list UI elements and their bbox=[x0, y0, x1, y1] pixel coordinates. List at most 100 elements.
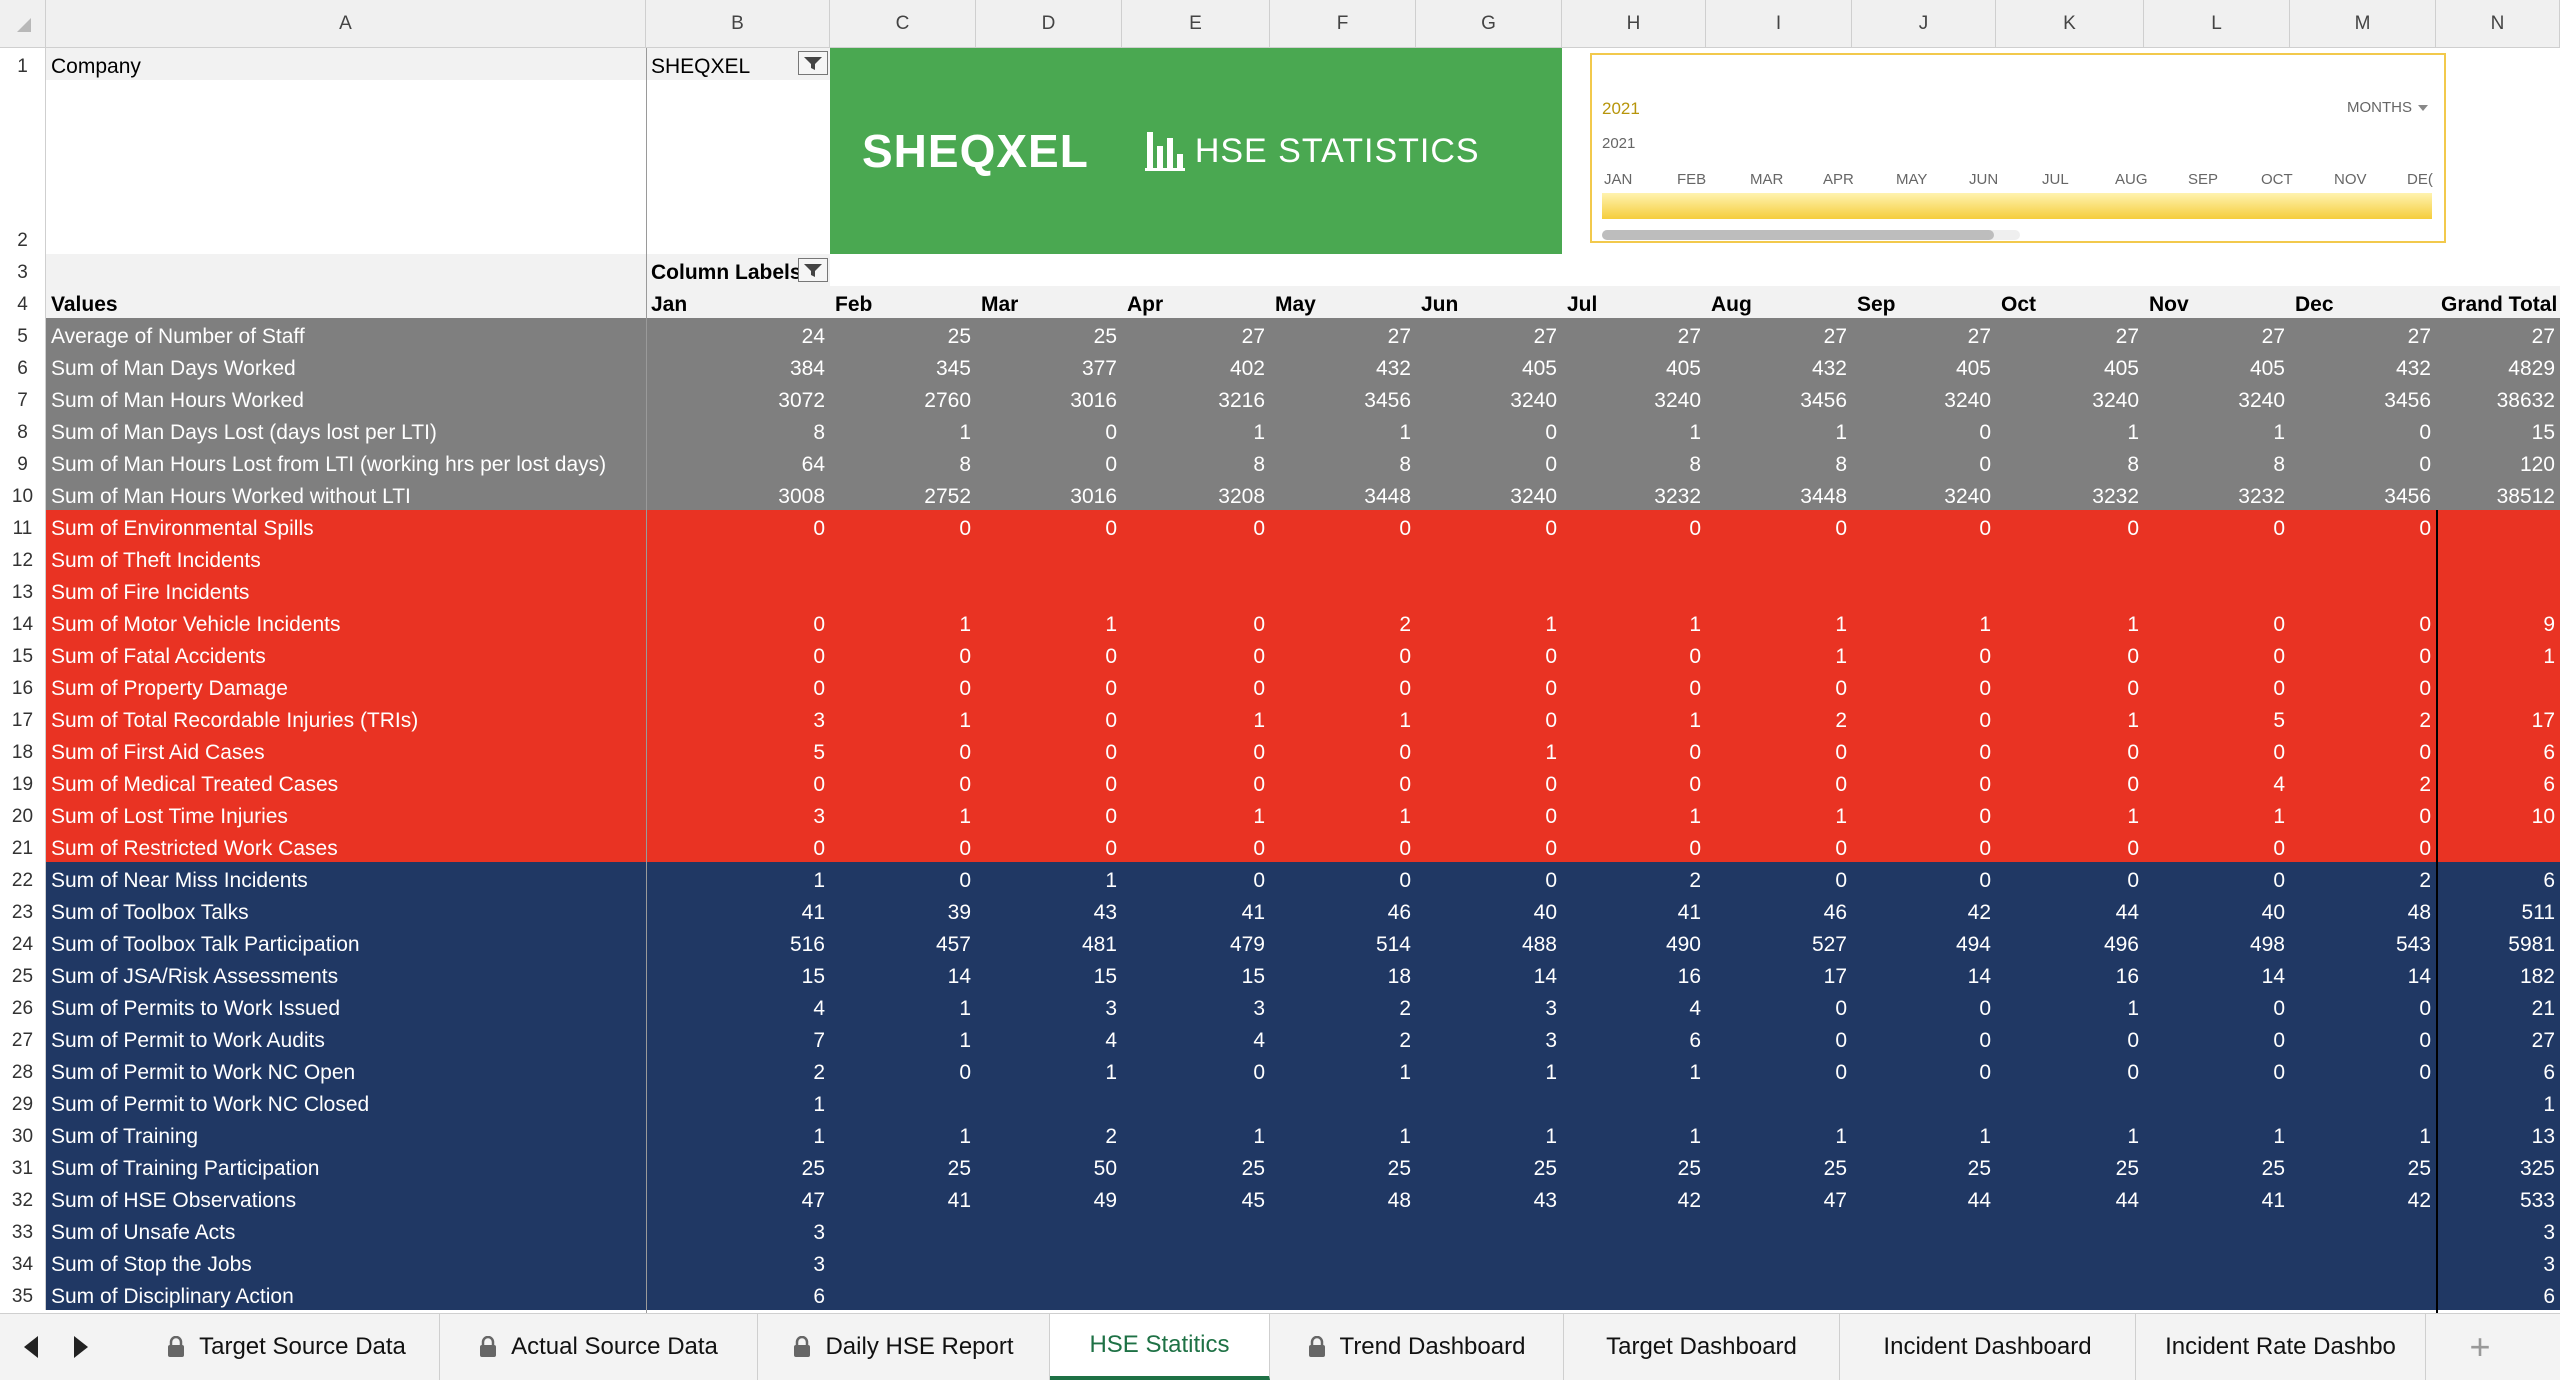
value-cell[interactable]: 0 bbox=[1270, 734, 1416, 766]
row-header-5[interactable]: 5 bbox=[0, 318, 46, 350]
value-cell[interactable] bbox=[1852, 1246, 1996, 1278]
value-cell[interactable]: 0 bbox=[2290, 446, 2436, 478]
value-cell[interactable]: 1 bbox=[1996, 606, 2144, 638]
value-cell[interactable]: 3456 bbox=[1270, 382, 1416, 414]
value-cell[interactable]: 0 bbox=[2144, 734, 2290, 766]
value-cell[interactable]: 0 bbox=[1416, 446, 1562, 478]
value-cell[interactable] bbox=[2144, 542, 2290, 574]
value-cell[interactable]: 0 bbox=[2290, 670, 2436, 702]
value-cell[interactable]: 0 bbox=[1562, 766, 1706, 798]
value-cell[interactable]: 48 bbox=[2290, 894, 2436, 926]
value-cell[interactable]: 25 bbox=[1416, 1150, 1562, 1182]
value-cell[interactable]: 25 bbox=[2290, 1150, 2436, 1182]
value-cell[interactable] bbox=[1562, 574, 1706, 606]
value-cell[interactable]: 488 bbox=[1416, 926, 1562, 958]
value-cell[interactable]: 3240 bbox=[1852, 478, 1996, 510]
value-cell[interactable]: 14 bbox=[2144, 958, 2290, 990]
value-cell[interactable]: 1 bbox=[1270, 1054, 1416, 1086]
value-cell[interactable]: 1 bbox=[1416, 1054, 1562, 1086]
timeline-month-label[interactable]: JUN bbox=[1969, 171, 1999, 188]
value-cell[interactable]: 0 bbox=[976, 638, 1122, 670]
value-cell[interactable]: 27 bbox=[1270, 318, 1416, 350]
value-cell[interactable]: 405 bbox=[1852, 350, 1996, 382]
value-cell[interactable]: 3 bbox=[646, 798, 830, 830]
header-cell-grand-total[interactable]: Grand Total bbox=[2436, 286, 2560, 318]
value-cell[interactable]: 42 bbox=[1852, 894, 1996, 926]
value-cell[interactable]: 0 bbox=[1852, 1022, 1996, 1054]
value-cell[interactable]: 1 bbox=[2144, 414, 2290, 446]
value-cell[interactable]: 0 bbox=[1122, 766, 1270, 798]
value-cell[interactable]: 0 bbox=[1562, 638, 1706, 670]
value-cell[interactable]: 49 bbox=[976, 1182, 1122, 1214]
value-cell[interactable] bbox=[1122, 1278, 1270, 1310]
value-cell[interactable]: 3240 bbox=[1996, 382, 2144, 414]
value-cell[interactable]: 1 bbox=[1562, 798, 1706, 830]
value-cell[interactable]: 3072 bbox=[646, 382, 830, 414]
value-cell[interactable]: 15 bbox=[2436, 414, 2560, 446]
row-label[interactable]: Sum of Environmental Spills bbox=[46, 510, 646, 542]
value-cell[interactable] bbox=[1996, 1086, 2144, 1118]
row-label[interactable]: Average of Number of Staff bbox=[46, 318, 646, 350]
value-cell[interactable]: 27 bbox=[1416, 318, 1562, 350]
value-cell[interactable]: 4 bbox=[976, 1022, 1122, 1054]
value-cell[interactable]: 3240 bbox=[2144, 382, 2290, 414]
value-cell[interactable]: 1 bbox=[1706, 638, 1852, 670]
value-cell[interactable] bbox=[1122, 574, 1270, 606]
value-cell[interactable]: 533 bbox=[2436, 1182, 2560, 1214]
header-cell-apr[interactable]: Apr bbox=[1122, 286, 1270, 318]
header-cell-dec[interactable]: Dec bbox=[2290, 286, 2436, 318]
value-cell[interactable]: 1 bbox=[1562, 1054, 1706, 1086]
value-cell[interactable]: 3232 bbox=[2144, 478, 2290, 510]
value-cell[interactable]: 27 bbox=[1852, 318, 1996, 350]
value-cell[interactable]: 0 bbox=[1562, 510, 1706, 542]
value-cell[interactable]: 25 bbox=[1706, 1150, 1852, 1182]
value-cell[interactable]: 405 bbox=[1996, 350, 2144, 382]
value-cell[interactable]: 2 bbox=[2290, 766, 2436, 798]
timeline-month-label[interactable]: DE( bbox=[2407, 171, 2433, 188]
value-cell[interactable]: 0 bbox=[1122, 606, 1270, 638]
value-cell[interactable]: 0 bbox=[2144, 990, 2290, 1022]
value-cell[interactable]: 1 bbox=[2436, 1086, 2560, 1118]
value-cell[interactable]: 1 bbox=[1122, 1118, 1270, 1150]
value-cell[interactable] bbox=[1416, 542, 1562, 574]
value-cell[interactable] bbox=[1416, 1086, 1562, 1118]
row-header-16[interactable]: 16 bbox=[0, 670, 46, 702]
value-cell[interactable]: 0 bbox=[1416, 766, 1562, 798]
value-cell[interactable]: 0 bbox=[1852, 414, 1996, 446]
value-cell[interactable]: 8 bbox=[830, 446, 976, 478]
value-cell[interactable]: 481 bbox=[976, 926, 1122, 958]
value-cell[interactable]: 3456 bbox=[1706, 382, 1852, 414]
row-label[interactable]: Sum of Man Days Lost (days lost per LTI) bbox=[46, 414, 646, 446]
value-cell[interactable] bbox=[1562, 1214, 1706, 1246]
value-cell[interactable]: 490 bbox=[1562, 926, 1706, 958]
value-cell[interactable]: 7 bbox=[646, 1022, 830, 1054]
row-label[interactable]: Sum of Unsafe Acts bbox=[46, 1214, 646, 1246]
value-cell[interactable]: 2 bbox=[1270, 1022, 1416, 1054]
value-cell[interactable]: 0 bbox=[1416, 798, 1562, 830]
timeline-month-label[interactable]: SEP bbox=[2188, 171, 2219, 188]
value-cell[interactable]: 0 bbox=[1996, 766, 2144, 798]
value-cell[interactable] bbox=[1706, 542, 1852, 574]
value-cell[interactable]: 3 bbox=[1416, 1022, 1562, 1054]
value-cell[interactable]: 0 bbox=[1996, 830, 2144, 862]
value-cell[interactable]: 27 bbox=[1562, 318, 1706, 350]
row-header-34[interactable]: 34 bbox=[0, 1246, 46, 1278]
value-cell[interactable]: 0 bbox=[646, 510, 830, 542]
value-cell[interactable] bbox=[1122, 542, 1270, 574]
row-header-32[interactable]: 32 bbox=[0, 1182, 46, 1214]
value-cell[interactable] bbox=[830, 1214, 976, 1246]
value-cell[interactable] bbox=[1270, 542, 1416, 574]
value-cell[interactable]: 6 bbox=[646, 1278, 830, 1310]
value-cell[interactable]: 3 bbox=[646, 1246, 830, 1278]
row-header-19[interactable]: 19 bbox=[0, 766, 46, 798]
value-cell[interactable]: 0 bbox=[830, 734, 976, 766]
sheet-tab[interactable]: HSE Statitics bbox=[1050, 1314, 1270, 1380]
timeline-month-label[interactable]: MAY bbox=[1896, 171, 1928, 188]
value-cell[interactable]: 64 bbox=[646, 446, 830, 478]
value-cell[interactable]: 0 bbox=[1706, 734, 1852, 766]
value-cell[interactable]: 25 bbox=[2144, 1150, 2290, 1182]
column-header-h[interactable]: H bbox=[1562, 0, 1706, 48]
value-cell[interactable]: 25 bbox=[830, 318, 976, 350]
value-cell[interactable]: 1 bbox=[1852, 606, 1996, 638]
value-cell[interactable]: 1 bbox=[1996, 414, 2144, 446]
